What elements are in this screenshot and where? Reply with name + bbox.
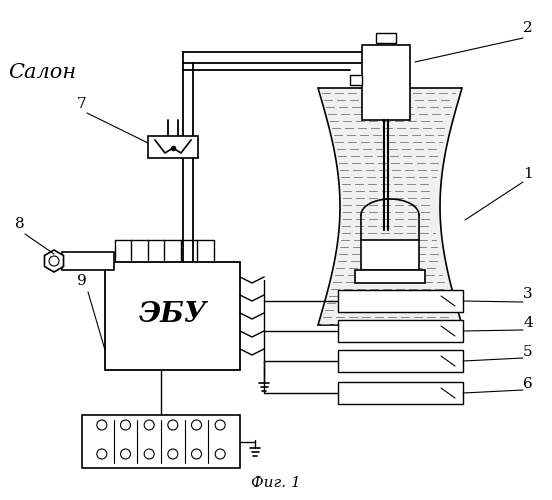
Circle shape — [168, 449, 178, 459]
Circle shape — [97, 449, 107, 459]
Circle shape — [192, 420, 201, 430]
Bar — [148, 136, 198, 158]
Bar — [62, 252, 114, 270]
Text: 1: 1 — [523, 167, 533, 181]
Bar — [338, 382, 463, 404]
Circle shape — [144, 420, 154, 430]
Text: 7: 7 — [77, 97, 87, 111]
Bar — [338, 290, 463, 312]
Bar — [376, 33, 396, 43]
Text: 4: 4 — [523, 316, 533, 330]
Circle shape — [168, 420, 178, 430]
Text: Фиг. 1: Фиг. 1 — [251, 476, 301, 490]
Bar — [338, 350, 463, 372]
Text: 2: 2 — [523, 21, 533, 35]
Circle shape — [120, 449, 130, 459]
Bar — [355, 270, 425, 283]
Bar — [82, 415, 240, 468]
Text: Салон: Салон — [8, 63, 76, 82]
Text: ЭБУ: ЭБУ — [139, 300, 206, 328]
Polygon shape — [318, 88, 462, 325]
Bar — [350, 75, 362, 85]
Circle shape — [215, 420, 225, 430]
Circle shape — [97, 420, 107, 430]
Bar — [338, 320, 463, 342]
Text: 6: 6 — [523, 377, 533, 391]
Text: 3: 3 — [523, 287, 533, 301]
Bar — [362, 45, 410, 120]
Polygon shape — [45, 250, 63, 272]
Text: 5: 5 — [523, 345, 533, 359]
Bar — [361, 240, 419, 270]
Text: 9: 9 — [77, 274, 87, 288]
Circle shape — [144, 449, 154, 459]
Text: 8: 8 — [15, 217, 25, 231]
Circle shape — [215, 449, 225, 459]
Circle shape — [192, 449, 201, 459]
Circle shape — [120, 420, 130, 430]
Bar — [105, 262, 240, 370]
Circle shape — [49, 256, 59, 266]
